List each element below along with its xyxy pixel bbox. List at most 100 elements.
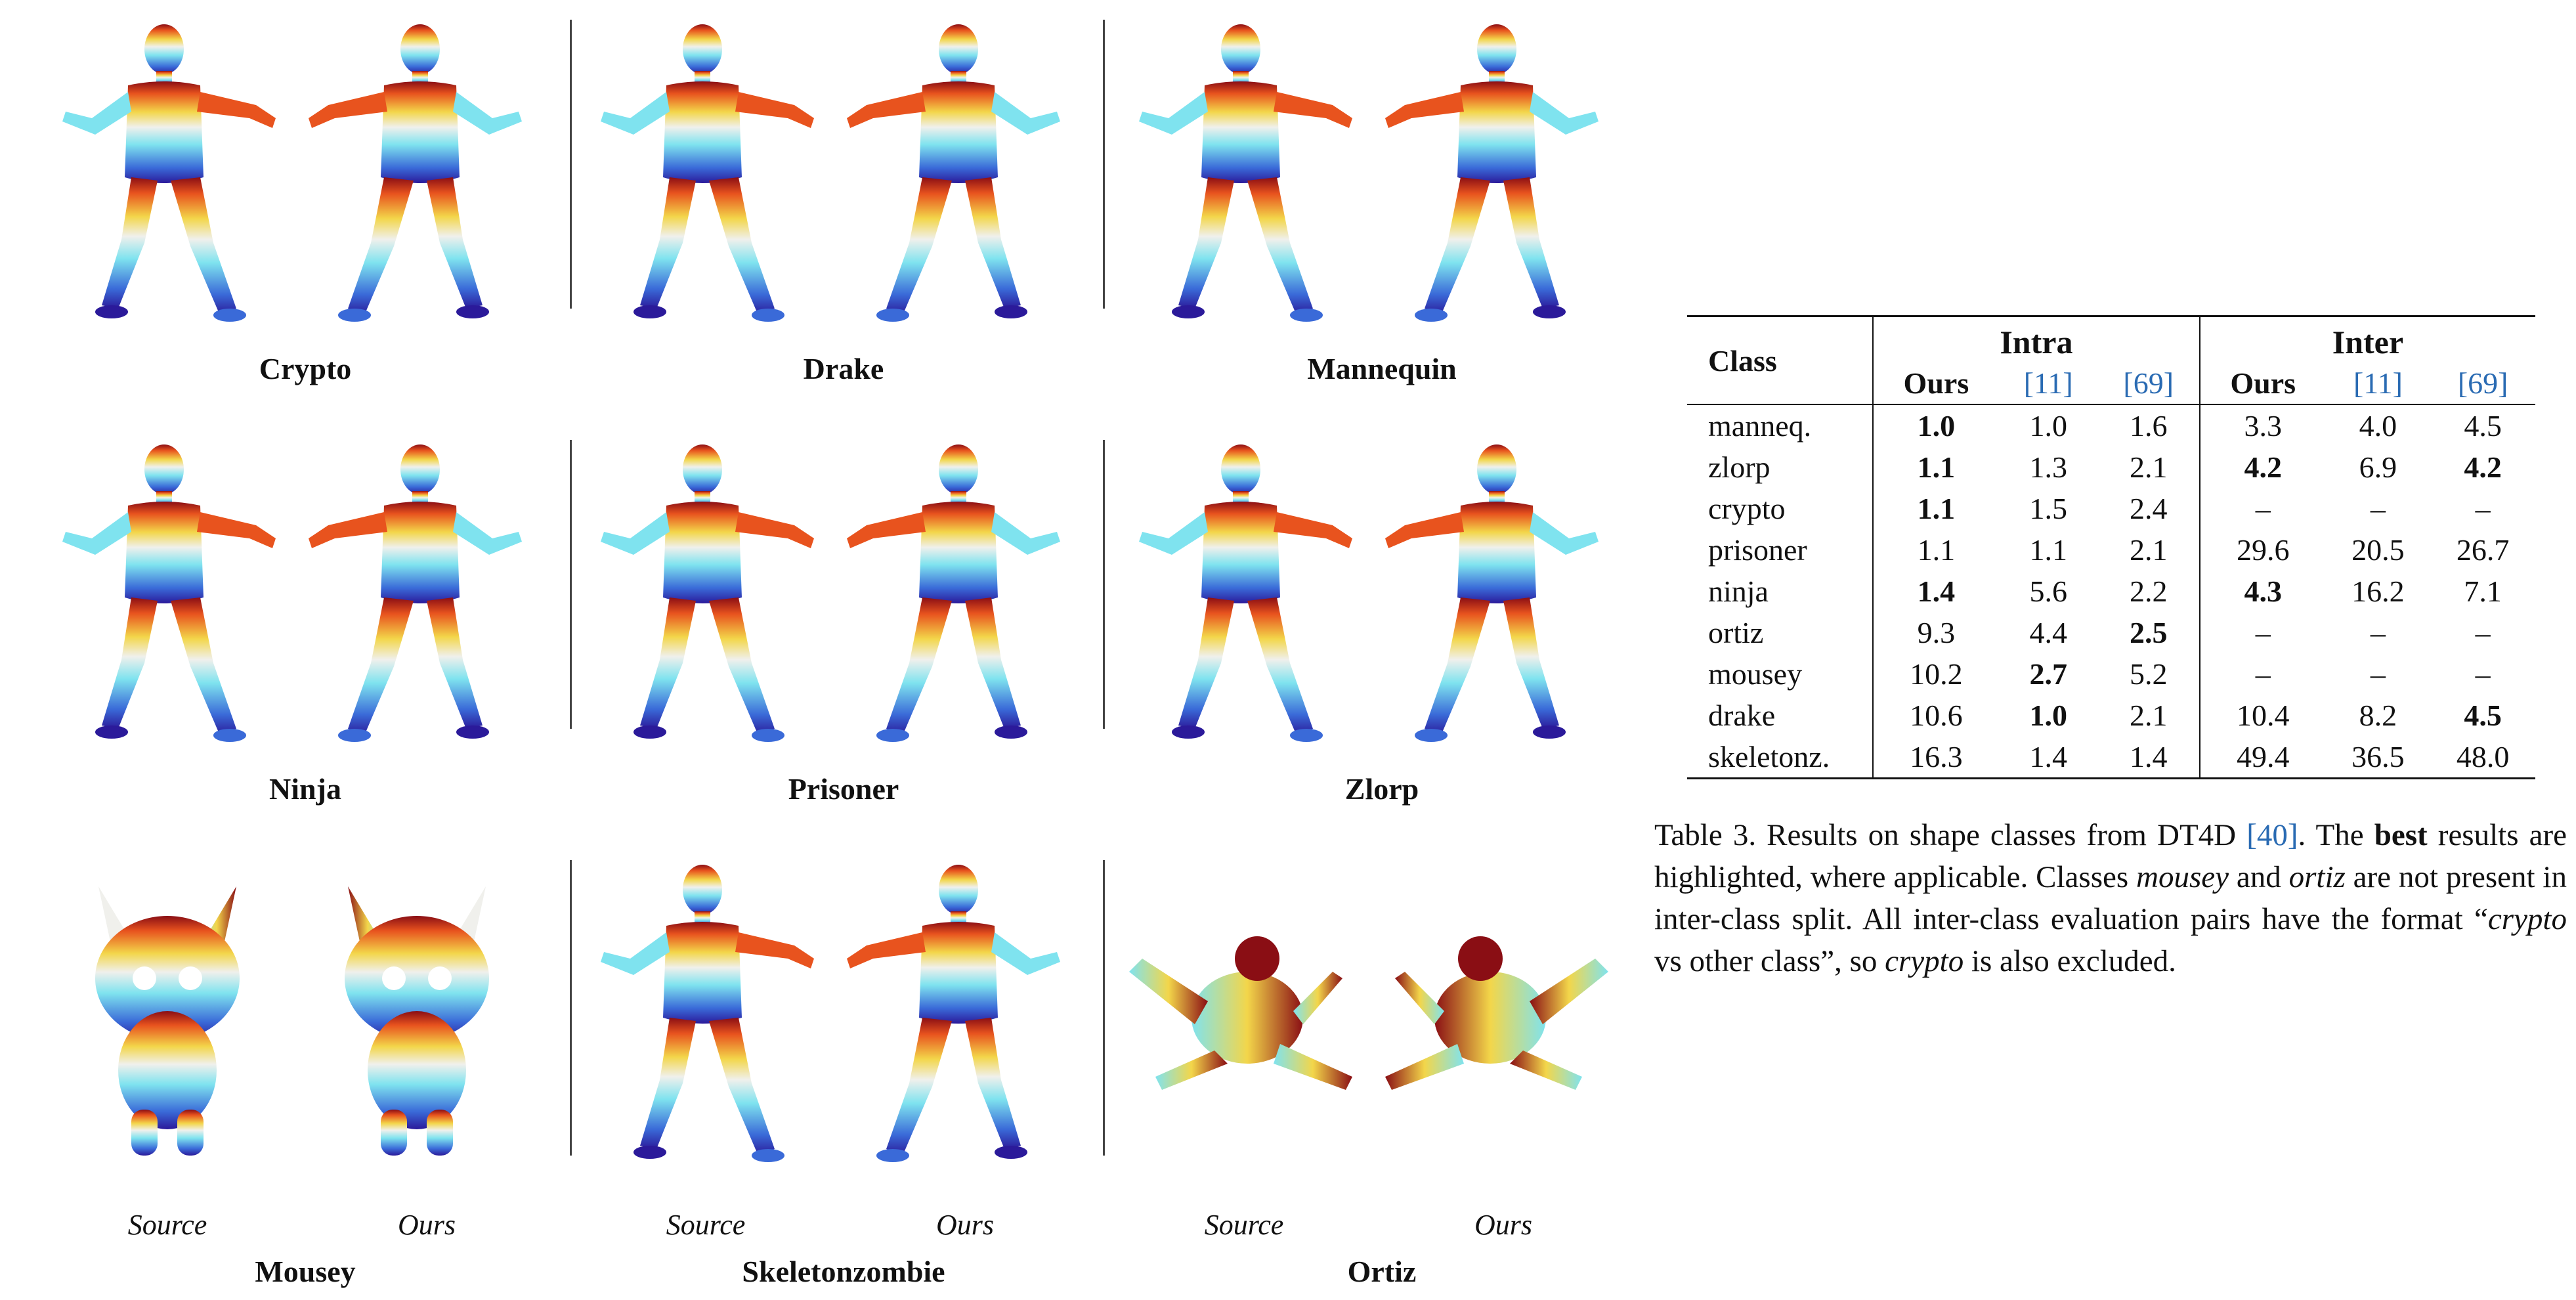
source-mesh-render [1139, 24, 1352, 322]
table-cell: 5.2 [2097, 653, 2200, 695]
ours-mesh-render [309, 444, 522, 742]
table-cell: 4.5 [2464, 699, 2502, 732]
table-cell: 6.9 [2359, 450, 2397, 484]
table-cell: 4.3 [2244, 574, 2282, 608]
header-ref69-inter[interactable]: [69] [2430, 362, 2535, 405]
table-cell: 1.0 [1917, 409, 1956, 443]
table-cell: 4.4 [2029, 616, 2067, 649]
table-cell: 1.4 [1917, 574, 1956, 608]
row-class-name: prisoner [1687, 529, 1874, 571]
class-label: Skeletonzombie [742, 1255, 945, 1288]
figure-cell-mannequin: Mannequin [1116, 20, 1628, 427]
table-cell: – [2370, 616, 2386, 649]
table-cell: 29.6 [2236, 533, 2290, 567]
figure-grid: Crypto [39, 20, 1608, 1288]
ours-mesh-render [847, 865, 1060, 1162]
row-class-name: ortiz [1687, 612, 1874, 653]
figure-cell-zlorp: Zlorp [1116, 440, 1628, 847]
class-label: Mousey [255, 1255, 356, 1288]
source-mesh-render [1139, 444, 1352, 742]
class-label: Zlorp [1344, 772, 1419, 806]
table-cell: 7.1 [2464, 574, 2502, 608]
header-ours-intra: Ours [1873, 362, 1999, 405]
ours-label: Ours [1474, 1209, 1533, 1241]
ours-mesh-render [1385, 444, 1599, 742]
table-cell: 3.3 [2244, 409, 2282, 443]
header-ours-inter: Ours [2199, 362, 2326, 405]
column-divider [1103, 860, 1105, 1156]
table-row: zlorp 1.1 1.3 2.1 4.2 6.9 4.2 [1687, 446, 2535, 488]
table-cell: 1.6 [2097, 404, 2200, 446]
row-class-name: skeletonz. [1687, 736, 1874, 779]
column-divider [1103, 440, 1105, 729]
table-cell: 8.2 [2359, 699, 2397, 732]
row-class-name: crypto [1687, 488, 1874, 529]
caption-crypto: crypto [2487, 902, 2567, 936]
table-cell: 1.1 [1917, 492, 1956, 525]
table-row: ortiz 9.3 4.4 2.5 – – – [1687, 612, 2535, 653]
row-class-name: zlorp [1687, 446, 1874, 488]
caption-text: Table 3. Results on shape classes from D… [1654, 818, 2247, 852]
table-cell: – [2370, 492, 2386, 525]
table-row: drake 10.6 1.0 2.1 10.4 8.2 4.5 [1687, 695, 2535, 736]
figure-cell-drake: Drake [578, 20, 1090, 427]
table-cell: 2.1 [2097, 446, 2200, 488]
results-table: Class Intra Inter Ours [11] [69] Ours [1… [1687, 315, 2541, 779]
row-class-name: drake [1687, 695, 1874, 736]
table-row: crypto 1.1 1.5 2.4 – – – [1687, 488, 2535, 529]
source-label: Source [1204, 1209, 1284, 1241]
header-intra: Intra [1873, 315, 2200, 362]
source-mesh-render [601, 24, 814, 322]
table-cell: – [2255, 657, 2271, 691]
caption-text: vs other class”, so [1654, 944, 1885, 978]
ours-mesh-render [847, 444, 1060, 742]
table-cell: – [2475, 657, 2491, 691]
table-cell: 2.5 [2097, 612, 2200, 653]
table-cell: – [2370, 657, 2386, 691]
table-cell: 1.1 [1917, 533, 1956, 567]
table-cell: 2.7 [2029, 657, 2067, 691]
caption-ref-40[interactable]: [40] [2246, 818, 2298, 852]
ours-mesh-render [1385, 24, 1599, 322]
header-ref69-intra[interactable]: [69] [2097, 362, 2200, 405]
caption-text: results are highlighted, where applicabl… [1654, 818, 2567, 894]
caption-text: . The [2298, 818, 2374, 852]
table-caption: Table 3. Results on shape classes from D… [1654, 814, 2567, 982]
ours-label: Ours [935, 1209, 995, 1241]
source-mesh-render [601, 444, 814, 742]
header-ref11-intra[interactable]: [11] [1998, 362, 2098, 405]
header-class: Class [1687, 315, 1874, 405]
table-cell: 2.2 [2097, 571, 2200, 612]
table-cell: 1.0 [2029, 409, 2067, 443]
figure-cell-skeletonzombie: Source Ours Skeletonzombie [578, 860, 1090, 1288]
table-row: skeletonz. 16.3 1.4 1.4 49.4 36.5 48.0 [1687, 736, 2535, 779]
caption-crypto: crypto [1885, 944, 1964, 978]
ours-mesh-render [345, 886, 489, 1156]
column-divider [570, 440, 572, 729]
table-row: mousey 10.2 2.7 5.2 – – – [1687, 653, 2535, 695]
caption-ortiz: ortiz [2288, 860, 2346, 894]
class-label: Prisoner [788, 772, 899, 806]
header-inter: Inter [2199, 315, 2535, 362]
table-cell: 4.2 [2464, 450, 2502, 484]
figure-cell-prisoner: Prisoner [578, 440, 1090, 847]
table-cell: 4.0 [2359, 409, 2397, 443]
ours-label: Ours [397, 1209, 456, 1241]
source-mesh-render [62, 24, 276, 322]
header-ref11-inter[interactable]: [11] [2325, 362, 2431, 405]
class-label: Crypto [259, 352, 352, 385]
table-cell: 49.4 [2199, 736, 2326, 779]
table-cell: 2.4 [2097, 488, 2200, 529]
figure-cell-crypto: Crypto [39, 20, 551, 427]
table-cell: 1.4 [1998, 736, 2098, 779]
column-divider [1103, 20, 1105, 309]
table-cell: – [2255, 616, 2271, 649]
table-cell: 1.4 [2097, 736, 2200, 779]
caption-text: is also excluded. [1964, 944, 2176, 978]
source-mesh-render [62, 444, 276, 742]
row-class-name: ninja [1687, 571, 1874, 612]
table-row: manneq. 1.0 1.0 1.6 3.3 4.0 4.5 [1687, 404, 2535, 446]
source-label: Source [666, 1209, 746, 1241]
table-cell: 16.2 [2351, 574, 2405, 608]
column-divider [570, 20, 572, 309]
